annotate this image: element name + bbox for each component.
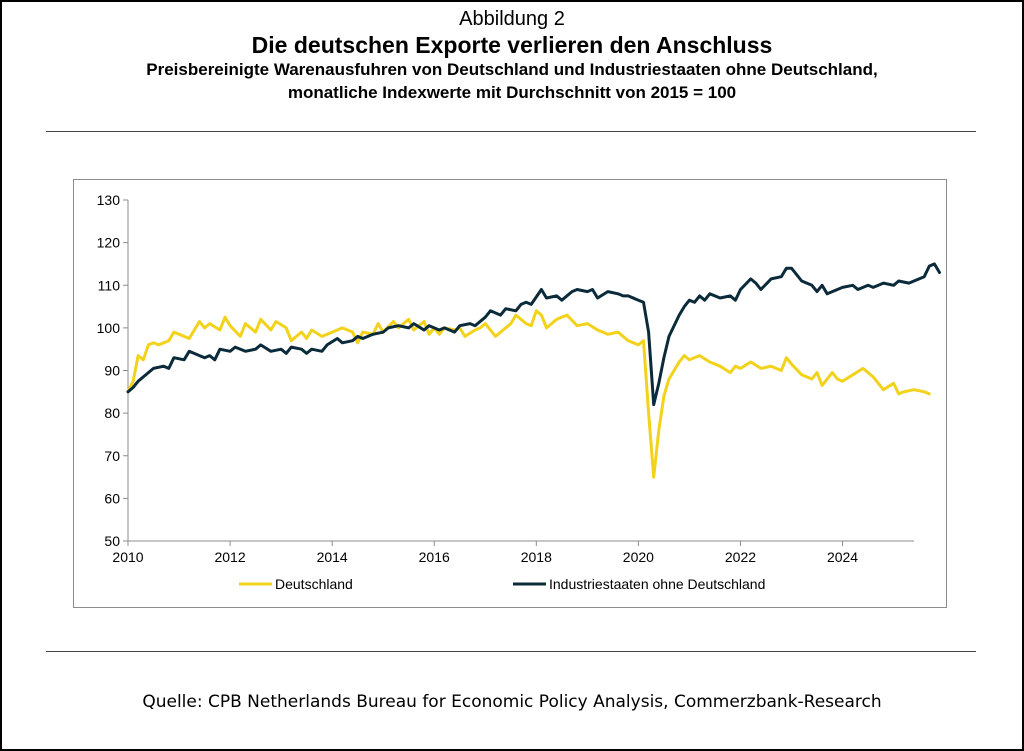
x-tick-label: 2010 [112, 549, 143, 565]
legend-item-deutschland-label: Deutschland [275, 576, 353, 592]
y-tick-label: 130 [97, 192, 121, 208]
series-line-industriestaaten [126, 262, 941, 407]
y-tick-label: 120 [97, 235, 121, 251]
x-tick-label: 2018 [521, 549, 552, 565]
x-tick-label: 2022 [725, 549, 756, 565]
y-tick-label: 60 [104, 490, 120, 506]
y-tick-label: 50 [104, 533, 120, 549]
y-tick-label: 100 [97, 320, 121, 336]
legend-item-industriestaaten-label: Industriestaaten ohne Deutschland [549, 576, 765, 592]
x-tick-label: 2024 [827, 549, 858, 565]
x-tick-label: 2020 [623, 549, 654, 565]
y-tick-label: 70 [104, 448, 120, 464]
y-tick-label: 110 [98, 277, 121, 293]
series-line-deutschland [126, 309, 931, 479]
chart-area: 50 60 70 80 90 100 110 120 130 2010 2012 2014 2016 20… [73, 179, 947, 608]
figure-kicker: Abbildung 2 [459, 8, 565, 30]
bottom-divider [46, 651, 976, 652]
y-tick-label: 90 [104, 363, 120, 379]
figure-title: Die deutschen Exporte verlieren den Ansc… [251, 32, 773, 58]
source-note: Quelle: CPB Netherlands Bureau for Econo… [142, 692, 882, 712]
y-tick-label: 80 [104, 405, 120, 421]
x-tick-label: 2014 [317, 549, 348, 565]
x-tick-label: 2012 [214, 549, 245, 565]
line-chart: 50 60 70 80 90 100 110 120 130 2010 2012 2014 2016 20… [97, 192, 941, 592]
x-tick-label: 2016 [419, 549, 450, 565]
figure-subtitle-line2: monatliche Indexwerte mit Durchschnitt v… [287, 83, 737, 102]
figure-subtitle-line1: Preisbereinigte Warenausfuhren von Deuts… [146, 60, 878, 79]
top-divider [46, 131, 976, 132]
